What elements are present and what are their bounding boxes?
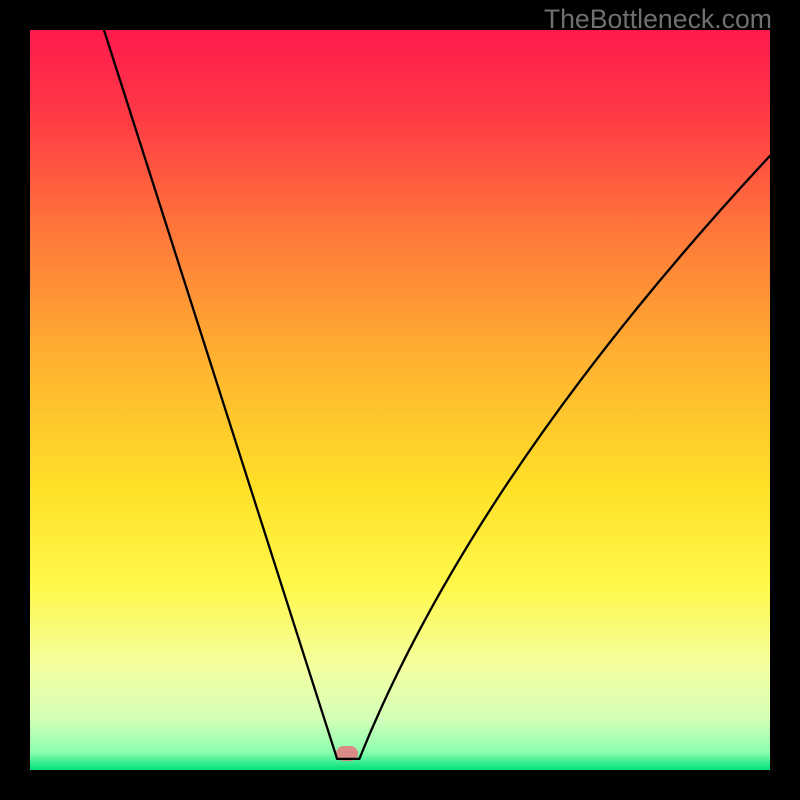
- plot-area: [30, 30, 770, 770]
- watermark-label: TheBottleneck.com: [544, 4, 772, 35]
- bottleneck-curve: [30, 30, 770, 770]
- bottleneck-chart: TheBottleneck.com: [0, 0, 800, 800]
- curve-path: [104, 30, 770, 759]
